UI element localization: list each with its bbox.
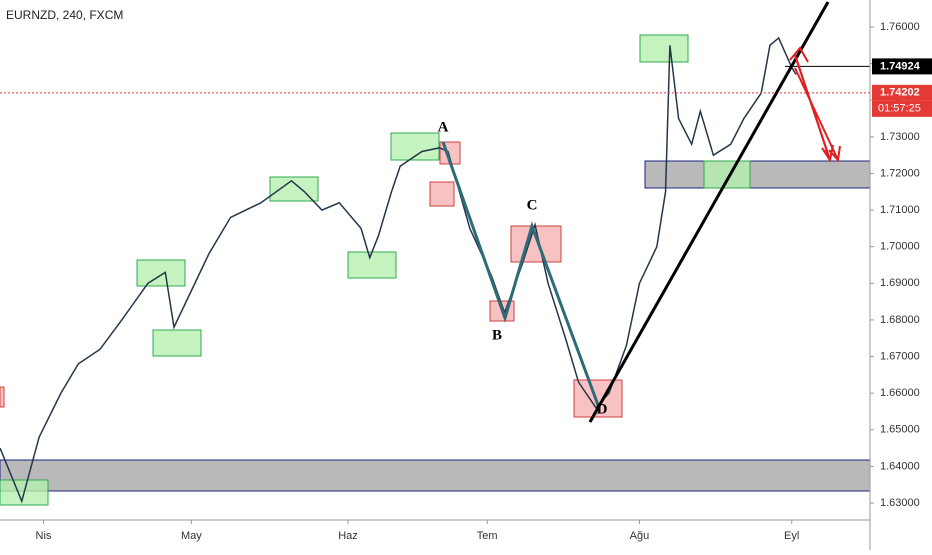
x-tick-label: Ağu <box>630 530 650 542</box>
y-tick-label: 1.64000 <box>880 460 920 472</box>
y-tick-label: 1.63000 <box>880 497 920 509</box>
red-box <box>0 386 5 408</box>
red-box <box>429 181 455 207</box>
y-tick-label: 1.71000 <box>880 204 920 216</box>
countdown-label: 01:57:25 <box>878 103 921 115</box>
y-tick-label: 1.70000 <box>880 241 920 253</box>
price-tag <box>872 58 932 75</box>
chart-title: EURNZD, 240, FXCM <box>6 8 123 22</box>
y-tick-label: 1.69000 <box>880 277 920 289</box>
x-tick-label: Eyl <box>784 530 799 542</box>
green-box <box>136 259 186 287</box>
resistance-zone <box>644 160 871 189</box>
drawings <box>0 34 871 506</box>
y-tick-label: 1.65000 <box>880 424 920 436</box>
arrow <box>789 46 841 163</box>
green-box <box>347 251 397 279</box>
x-tick-label: May <box>181 530 202 542</box>
y-tick-label: 1.73000 <box>880 131 920 143</box>
abcd-pattern <box>441 141 600 406</box>
point-label: A <box>438 119 449 135</box>
point-label: C <box>527 197 538 213</box>
overlay: A B C D <box>438 1 841 423</box>
y-tick-label: 1.66000 <box>880 387 920 399</box>
y-tick-label: 1.67000 <box>880 350 920 362</box>
x-tick-label: Haz <box>338 530 358 542</box>
price-tag-label: 1.74924 <box>880 60 921 72</box>
x-tick-label: Nis <box>36 530 52 542</box>
axes: 1.63000 1.64000 1.65000 1.66000 1.67000 1.680… <box>36 21 932 542</box>
price-tag-label: 1.74202 <box>880 87 920 99</box>
price-tag <box>872 84 932 101</box>
y-tick-label: 1.72000 <box>880 167 920 179</box>
point-label: D <box>597 401 608 417</box>
y-tick-label: 1.68000 <box>880 314 920 326</box>
y-tick-label: 1.76000 <box>880 21 920 33</box>
support-zone <box>0 459 871 492</box>
countdown-tag <box>872 100 932 117</box>
point-label: B <box>492 327 502 343</box>
trend-line <box>588 1 830 423</box>
green-box <box>639 34 689 63</box>
green-box <box>703 160 751 189</box>
x-tick-label: Tem <box>477 530 498 542</box>
green-box <box>152 329 202 357</box>
